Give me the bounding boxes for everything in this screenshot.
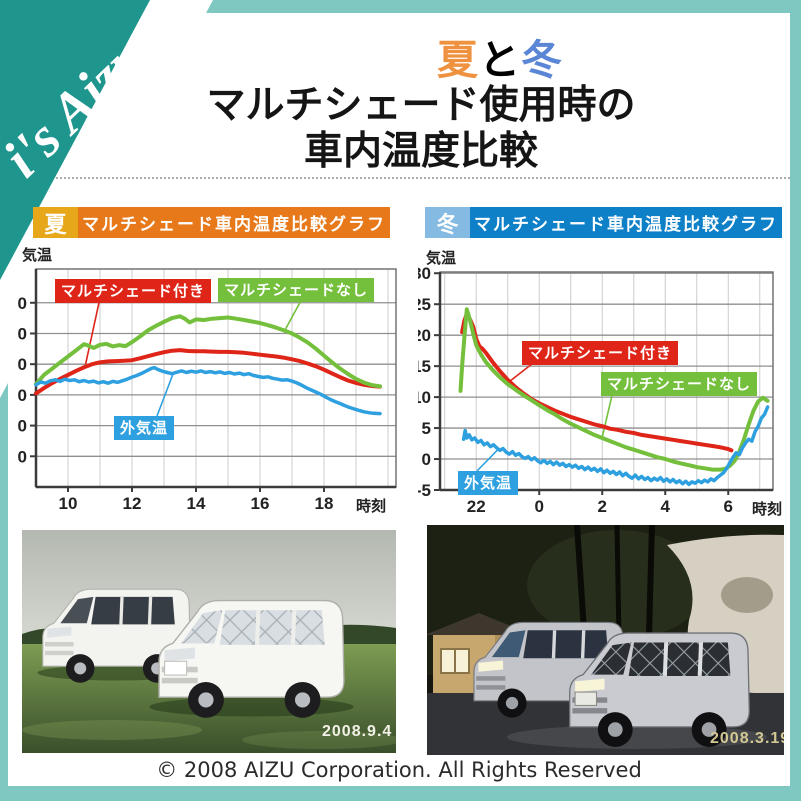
- x-tick-label: 18: [315, 494, 334, 513]
- legend-callout-outside-temp: [476, 447, 500, 472]
- van-with-shade: [149, 599, 354, 718]
- y-tick-label: 0: [422, 450, 431, 469]
- y-tick-label: 30: [18, 386, 27, 405]
- y-axis-title: 気温: [426, 249, 456, 267]
- x-tick-label: 2: [598, 497, 607, 516]
- series-with-shade: [460, 312, 734, 453]
- y-tick-label: 25: [418, 295, 431, 314]
- legend-callout-without-shade: [284, 296, 304, 330]
- y-tick-label: 60: [18, 294, 27, 313]
- y-axis-title: 気温: [22, 246, 52, 264]
- y-tick-label: 20: [18, 417, 27, 436]
- winter-chart-header: 冬 マルチシェード車内温度比較グラフ: [425, 207, 782, 238]
- frame-left-strip: [0, 0, 8, 801]
- x-tick-label: 12: [123, 494, 142, 513]
- page-title-line3: 車内温度比較: [303, 130, 538, 173]
- series-with-shade: [34, 348, 382, 396]
- tree-trunk-2: [614, 525, 622, 641]
- winter-legend-without-shade: マルチシェードなし: [601, 372, 758, 396]
- x-tick-label: 4: [661, 497, 671, 516]
- x-tick-label: 10: [59, 494, 78, 513]
- summer-legend-outside-temp: 外気温: [114, 416, 175, 440]
- series-outside-temp: [34, 365, 382, 416]
- grass-highlight: [22, 720, 202, 740]
- title-winter-char: 冬: [521, 37, 563, 83]
- summer-legend-without-shade: マルチシェードなし: [218, 278, 375, 302]
- winter-legend-with-shade: マルチシェード付き: [522, 341, 679, 365]
- y-tick-label: -5: [418, 481, 431, 500]
- legend-callout-without-shade: [601, 390, 614, 438]
- winter-legend-outside-temp: 外気温: [458, 471, 519, 495]
- winter-photo-date: 2008.3.19: [710, 730, 784, 747]
- copyright-footer: © 2008 AIZU Corporation. All Rights Rese…: [156, 758, 642, 782]
- winter-chart-header-title: マルチシェード車内温度比較グラフ: [474, 215, 778, 234]
- summer-legend-with-shade: マルチシェード付き: [55, 279, 212, 303]
- series-without-shade: [34, 314, 382, 389]
- x-axis-title: 時刻: [356, 497, 386, 515]
- summer-chart-header: 夏 マルチシェード車内温度比較グラフ: [33, 207, 390, 238]
- title-summer-char: 夏: [437, 37, 479, 83]
- grass-highlight-2: [242, 731, 396, 749]
- logo-banner: i's Aizu: [0, 0, 213, 398]
- y-tick-label: 20: [418, 326, 431, 345]
- dotted-separator: [56, 177, 790, 179]
- summer-badge: 夏: [33, 207, 78, 238]
- x-tick-label: 22: [467, 497, 486, 516]
- series-outside-temp: [461, 405, 770, 487]
- winter-badge: 冬: [425, 207, 470, 238]
- frame-right-strip: [790, 0, 801, 801]
- tree-trunk-3: [646, 525, 655, 636]
- van-front-night-with-shade: [569, 632, 750, 747]
- x-tick-label: 14: [187, 494, 206, 513]
- snow-shadow: [721, 577, 773, 613]
- legend-callout-outside-temp: [156, 372, 175, 417]
- x-tick-label: 0: [535, 497, 544, 516]
- page-title-line2: マルチシェード使用時の: [206, 84, 636, 127]
- summer-chart-header-title: マルチシェード車内温度比較グラフ: [82, 215, 386, 234]
- winter-photo: 2008.3.19: [427, 525, 784, 755]
- y-tick-label: 30: [418, 264, 431, 283]
- y-tick-label: 5: [422, 419, 431, 438]
- y-tick-label: 10: [418, 388, 431, 407]
- y-tick-label: 50: [18, 324, 27, 343]
- summer-photo: 2008.9.4: [22, 530, 396, 753]
- y-tick-label: 40: [18, 355, 27, 374]
- x-tick-label: 16: [251, 494, 270, 513]
- y-tick-label: 10: [18, 447, 27, 466]
- y-tick-label: 15: [418, 357, 431, 376]
- frame-bottom-strip: [0, 786, 801, 801]
- x-tick-label: 6: [724, 497, 733, 516]
- summer-photo-date: 2008.9.4: [322, 723, 392, 740]
- title-and-char: と: [479, 37, 521, 83]
- legend-callout-with-shade: [84, 297, 101, 365]
- page-title-line1: 夏と冬: [195, 26, 801, 86]
- van-without-shade: [37, 588, 196, 683]
- x-axis-title: 時刻: [752, 500, 782, 518]
